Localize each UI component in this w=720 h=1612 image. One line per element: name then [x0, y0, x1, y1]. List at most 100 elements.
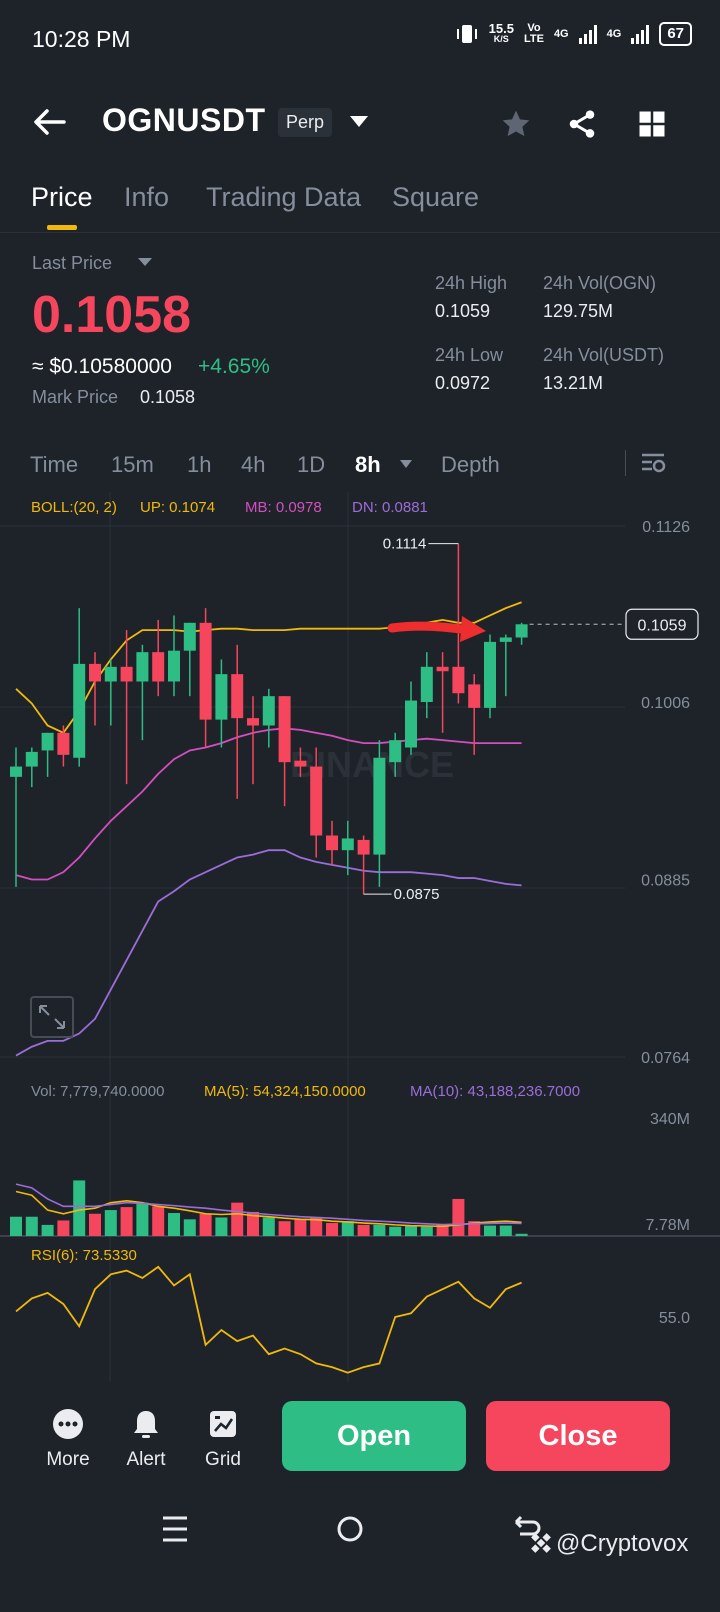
volume-bar: [294, 1219, 307, 1236]
rsi-legend: RSI(6): 73.5330: [31, 1247, 137, 1264]
network-type-2: 4G: [606, 27, 622, 40]
tab-info[interactable]: Info: [124, 182, 170, 212]
interval-time[interactable]: Time: [30, 452, 79, 477]
volume-bars: [10, 1180, 528, 1236]
volume-tick-label: 7.78M: [646, 1217, 690, 1234]
price-change-percent: +4.65%: [198, 355, 270, 378]
volume-bar: [152, 1206, 165, 1236]
candle: [420, 666, 433, 703]
tab-trading-data[interactable]: Trading Data: [206, 182, 362, 212]
last-price-label[interactable]: Last Price: [32, 253, 113, 273]
interval-dropdown-icon[interactable]: [400, 460, 412, 468]
open-button[interactable]: Open: [282, 1401, 466, 1471]
grid-button[interactable]: Grid: [183, 1405, 263, 1471]
bottom-action-bar: More Alert Grid Open Close: [0, 1385, 720, 1495]
candle: [231, 674, 244, 719]
candles: [10, 543, 528, 895]
signal-icon-2: [631, 24, 650, 44]
candle: [278, 696, 291, 763]
volume-bar: [389, 1226, 402, 1236]
volume-bar: [168, 1213, 180, 1236]
mark-price-label: Mark Price: [32, 387, 119, 407]
boll-dn-line: [15, 849, 522, 1057]
candle: [341, 838, 354, 851]
vol-usdt-value: 13.21M: [543, 373, 604, 393]
star-icon[interactable]: [496, 104, 536, 144]
back-nav-icon[interactable]: [512, 1514, 542, 1544]
volume-bar: [41, 1224, 54, 1236]
candle: [168, 650, 180, 682]
interval-15m[interactable]: 15m: [111, 452, 154, 477]
volume-bar: [10, 1216, 22, 1236]
candle: [389, 740, 402, 763]
interval-4h[interactable]: 4h: [241, 452, 266, 477]
volume-bar: [484, 1225, 496, 1236]
volume-bar: [278, 1221, 291, 1236]
symbol-dropdown-icon[interactable]: [350, 116, 368, 127]
fullscreen-icon[interactable]: [30, 996, 74, 1038]
interval-8h[interactable]: 8h: [355, 452, 381, 477]
volume-bar: [215, 1217, 228, 1236]
more-button[interactable]: More: [28, 1405, 108, 1471]
volume-bar: [341, 1221, 354, 1236]
candle: [183, 622, 196, 651]
interval-depth[interactable]: Depth: [441, 452, 500, 477]
price-tick-label: 0.0885: [641, 873, 690, 890]
volume-bar: [436, 1224, 449, 1236]
candle: [468, 684, 481, 708]
volume-bar: [515, 1233, 528, 1236]
candle: [215, 674, 228, 720]
more-icon: [53, 1409, 83, 1439]
boll-legend-dn: DN: 0.0881: [352, 499, 428, 516]
last-price-dropdown-icon[interactable]: [138, 258, 152, 266]
home-icon[interactable]: [336, 1515, 364, 1543]
candle: [136, 652, 149, 682]
battery-icon: 67: [659, 22, 692, 46]
tab-price[interactable]: Price: [31, 182, 93, 212]
volume-bar: [57, 1220, 70, 1236]
annotation-arrow-icon: [387, 616, 486, 642]
price-chart[interactable]: BINANCE 0.11260.10060.08850.07640.10590.…: [0, 492, 720, 1382]
volume-bar: [499, 1225, 512, 1236]
alert-button[interactable]: Alert: [106, 1405, 186, 1471]
price-tick-label: 0.1006: [641, 695, 690, 712]
boll-legend-mb: MB: 0.0978: [245, 499, 322, 516]
vol-usdt-label: 24h Vol(USDT): [543, 345, 665, 365]
recent-apps-icon[interactable]: [162, 1514, 188, 1544]
back-arrow-icon[interactable]: [32, 106, 66, 138]
system-nav-bar: @Cryptovox: [0, 1500, 720, 1612]
status-time: 10:28 PM: [32, 26, 131, 52]
volume-bar: [405, 1225, 417, 1236]
interval-1h[interactable]: 1h: [187, 452, 212, 477]
grid-chart-icon: [210, 1411, 236, 1437]
candle: [152, 652, 165, 682]
alert-label: Alert: [126, 1449, 166, 1470]
chart-settings-icon[interactable]: [640, 450, 666, 476]
candle: [25, 751, 38, 767]
share-icon[interactable]: [562, 104, 602, 144]
divider: [625, 450, 626, 476]
close-button[interactable]: Close: [486, 1401, 670, 1471]
candle: [104, 666, 117, 682]
candle: [10, 766, 22, 777]
volume-ma10-legend: MA(10): 43,188,236.7000: [410, 1083, 580, 1100]
candle: [310, 766, 323, 836]
volume-bar: [199, 1213, 212, 1236]
high-marker-text: 0.1114: [383, 536, 427, 553]
volume-bar: [247, 1211, 259, 1236]
watermark-text: @Cryptovox: [556, 1530, 689, 1557]
grid-menu-icon[interactable]: [632, 104, 672, 144]
chart-labels: 0.1126 0.1006 0.0885 0.0764 0.1059 0.1114 0.08…: [363, 519, 699, 1327]
candle: [484, 641, 496, 708]
vol-ogn-label: 24h Vol(OGN): [543, 273, 657, 293]
volume-bar: [262, 1217, 275, 1236]
candle: [89, 663, 101, 682]
candle: [373, 757, 386, 855]
rsi-line: [15, 1265, 522, 1374]
interval-1d[interactable]: 1D: [297, 452, 326, 477]
tab-square[interactable]: Square: [392, 182, 480, 212]
contract-type-badge: Perp: [278, 108, 333, 137]
rsi-line: [15, 1265, 522, 1374]
volume-bar: [89, 1213, 101, 1236]
symbol-title[interactable]: OGNUSDT: [102, 102, 266, 138]
